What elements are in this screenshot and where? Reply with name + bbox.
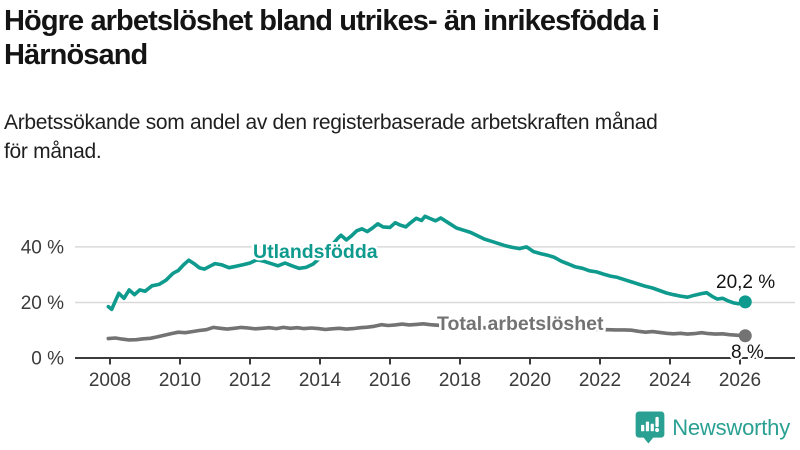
x-tick-label: 2024 xyxy=(649,370,692,391)
newsworthy-logo: Newsworthy xyxy=(635,411,790,444)
x-tick-label: 2016 xyxy=(369,370,411,391)
title-line-1: Högre arbetslöshet bland utrikes- än inr… xyxy=(4,5,660,37)
x-tick-label: 2022 xyxy=(579,370,621,391)
line-chart: 2008 2010 2012 2014 2016 2018 2020 2022 2024 2026… xyxy=(21,214,795,391)
page-title: Högre arbetslöshet bland utrikes- än inr… xyxy=(4,4,660,72)
title-line-2: Härnösand xyxy=(4,39,148,71)
series-end-value-label: 8 % xyxy=(731,342,764,363)
subtitle-line-2: för månad. xyxy=(4,140,102,163)
x-tick-label: 2010 xyxy=(159,370,201,391)
series-end-dot xyxy=(738,329,752,343)
chart-subtitle: Arbetssökande som andel av den registerb… xyxy=(4,108,658,166)
x-tick-label: 2026 xyxy=(719,370,761,391)
x-tick-label: 2012 xyxy=(229,370,271,391)
y-tick-label: 40 % xyxy=(21,237,64,258)
series-end-dot xyxy=(738,295,752,309)
subtitle-line-1: Arbetssökande som andel av den registerb… xyxy=(4,111,658,134)
x-tick-label: 2020 xyxy=(509,370,551,391)
series-line xyxy=(106,214,748,312)
x-tick-label: 2014 xyxy=(299,370,342,391)
bar-chart-bubble-icon xyxy=(635,411,665,444)
logo-wordmark: Newsworthy xyxy=(672,414,790,440)
series-label: Total arbetslöshet xyxy=(437,313,604,335)
y-tick-label: 20 % xyxy=(21,293,64,314)
y-tick-label: 0 % xyxy=(31,349,64,370)
series-line xyxy=(106,322,748,342)
series-label: Utlandsfödda xyxy=(253,241,378,263)
x-tick-label: 2018 xyxy=(439,370,481,391)
series-end-value-label: 20,2 % xyxy=(716,272,775,293)
x-tick-label: 2008 xyxy=(89,370,131,391)
